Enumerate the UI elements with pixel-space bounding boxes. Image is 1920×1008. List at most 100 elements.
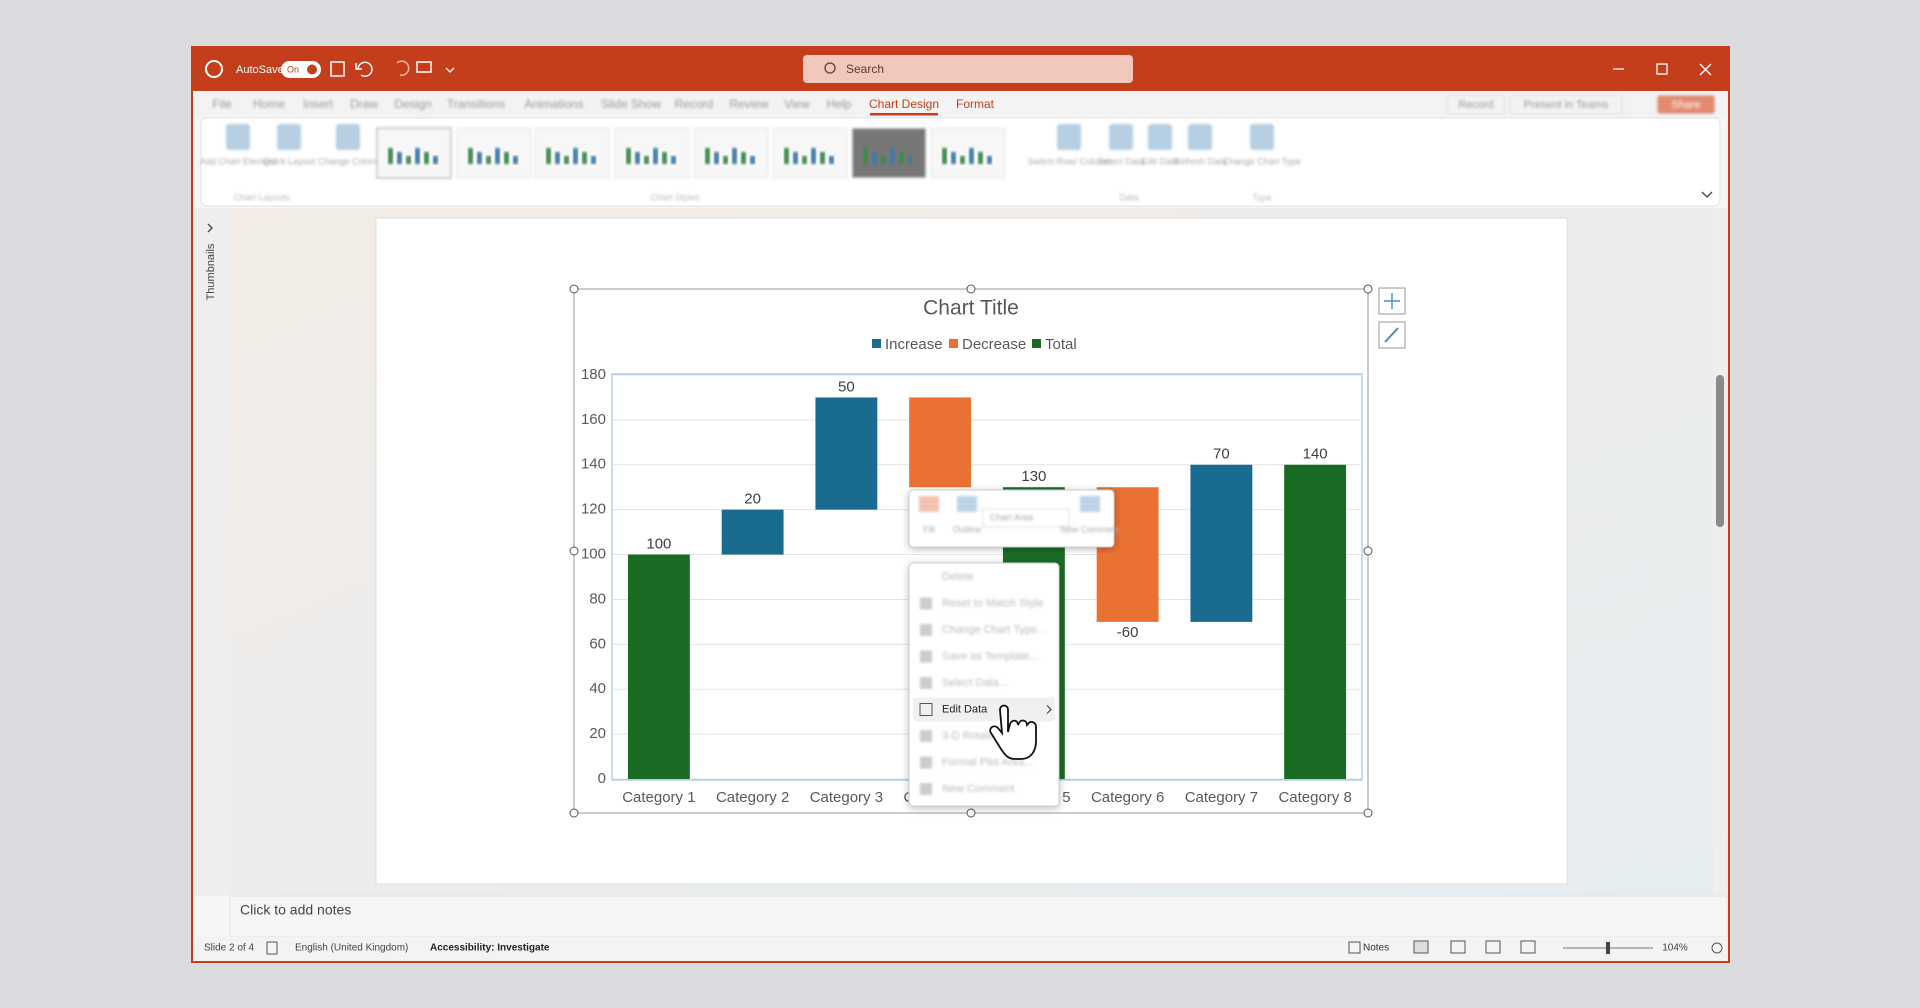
ribbon-button[interactable]: Edit Data [1141,156,1178,166]
ribbon-icon [1188,124,1212,150]
chart: Chart Title Increase Decrease Total 0 20 40 60 8… [581,297,1362,806]
action-button[interactable] [1446,94,1506,115]
ribbon-tab[interactable]: View [784,97,810,111]
mini-icon[interactable] [1080,496,1100,512]
ribbon-button[interactable]: Select Data [1098,156,1145,166]
slideshow-view[interactable] [1520,940,1536,954]
expand-thumbnails[interactable] [207,223,213,233]
swatch-bar [433,156,438,164]
dropdown[interactable] [982,508,1070,528]
mini-icon[interactable] [919,496,939,512]
ribbon-tab[interactable]: Review [729,97,769,111]
close[interactable] [1699,63,1712,76]
menu-item[interactable]: Edit Data [942,703,988,715]
swatch-bar [732,148,737,164]
swatch-bar [811,148,816,164]
toggle-knob [307,64,317,75]
ribbon-tab[interactable]: Insert [303,97,334,111]
ribbon-tab[interactable]: Animations [524,97,583,111]
ribbon-button[interactable]: Change Chart Type [1223,156,1301,166]
chart-style-swatch[interactable] [930,127,1006,179]
reading-view[interactable] [1485,940,1501,954]
active-tab-underline [870,113,938,116]
legend-label: Increase [885,336,943,353]
data-label: 140 [1303,446,1328,463]
tab-list: File Home Insert Draw Design Transitions Anima… [212,94,1716,116]
resize-handle[interactable] [966,808,976,818]
resize-handle[interactable] [1363,808,1373,818]
resize-handle[interactable] [1363,284,1373,294]
data-label: 100 [646,536,671,553]
resize-handle[interactable] [569,546,579,556]
resize-handle[interactable] [569,808,579,818]
action-button[interactable] [1509,94,1623,115]
sorter-view[interactable] [1450,940,1466,954]
action-button[interactable] [1656,94,1716,115]
y-tick-label: 80 [589,590,606,607]
ribbon-group-label: Type [1252,192,1272,202]
swatch-bar [820,152,825,164]
spelling-icon[interactable] [266,941,278,955]
waterfall-bar [721,509,784,555]
resize-handle[interactable] [569,284,579,294]
zoom-level[interactable]: 104% [1662,943,1688,954]
cursor [989,704,1037,760]
swatch-bar [987,156,992,164]
collapse-ribbon[interactable] [1701,191,1713,198]
mini-toolbar-label: Chart Area [990,512,1033,522]
y-tick-label: 60 [589,635,606,652]
data-label: 70 [1213,446,1230,463]
swatch-bar [477,152,482,164]
ribbon-tab[interactable]: Design [394,97,431,111]
restore[interactable] [1656,63,1668,75]
ribbon-tab[interactable]: Transitions [447,97,505,111]
swatch-bar [591,156,596,164]
ribbon-tab[interactable]: Help [827,97,852,111]
ribbon-button[interactable]: Quick Layout [263,156,316,166]
undo-icon[interactable] [355,61,373,77]
notes-button[interactable]: Notes [1363,943,1389,954]
ribbon-button[interactable]: Refresh Data [1173,156,1226,166]
ribbon-tab[interactable]: Slide Show [601,97,661,111]
data-label: -60 [1117,624,1139,641]
ribbon-tab[interactable]: Record [675,97,714,111]
swatch-bar [546,148,551,164]
normal-view[interactable] [1413,940,1429,954]
ribbon-tab[interactable]: Chart Design [869,97,939,111]
swatch-bar [662,152,667,164]
resize-handle[interactable] [966,284,976,294]
swatch-bar [942,148,947,164]
save-icon[interactable] [330,61,345,77]
x-tick-label: Category 7 [1185,789,1258,806]
y-tick-label: 100 [581,546,606,563]
legend-swatch [1032,339,1041,348]
waterfall-bar [1190,464,1253,622]
data-label: 50 [838,378,855,395]
ribbon-tab[interactable]: File [212,97,232,111]
scroll-thumb[interactable] [1716,375,1724,527]
mini-icon[interactable] [957,496,977,512]
ribbon-tab[interactable]: Draw [350,97,378,111]
resize-handle[interactable] [1363,546,1373,556]
ribbon-tab[interactable]: Home [253,97,285,111]
search-box[interactable] [803,55,1133,83]
ribbon-button[interactable]: Switch Row/ Column [1027,156,1110,166]
swatch-bar [397,152,402,164]
ribbon-button[interactable]: Add Chart Element [200,156,277,166]
action-label: Record [1458,99,1493,111]
fit-slide[interactable] [1711,942,1723,954]
ribbon-tab[interactable]: Format [956,97,995,111]
accessibility[interactable]: Accessibility: Investigate [430,943,550,954]
swatch-bar [555,152,560,164]
zoom-thumb[interactable] [1606,942,1610,954]
present-icon[interactable] [416,61,432,73]
customize-icon[interactable] [445,67,455,73]
ribbon-button[interactable]: Change Colors [318,156,379,166]
y-tick-label: 40 [589,680,606,697]
menu-icon [920,650,932,663]
legend-swatch [949,339,958,348]
y-tick-label: 20 [589,725,606,742]
thumbnail-pane [193,208,230,896]
notes-pane[interactable] [229,895,1728,938]
